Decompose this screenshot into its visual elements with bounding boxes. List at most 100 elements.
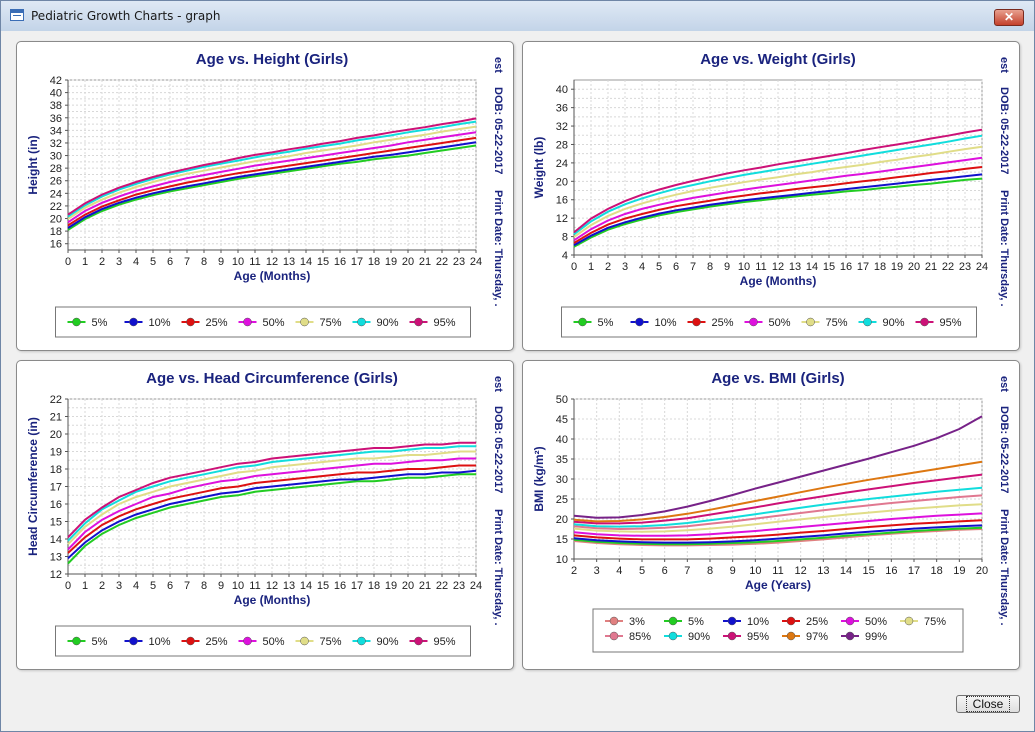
side-label-print-date: Print Date: Thursday, . bbox=[492, 190, 504, 307]
x-tick-label: 2 bbox=[571, 565, 577, 577]
series-group bbox=[573, 415, 983, 547]
x-axis-label: Age (Years) bbox=[745, 578, 811, 592]
x-tick-label: 4 bbox=[133, 580, 139, 592]
series-line-10pct bbox=[67, 469, 477, 560]
x-tick-label: 11 bbox=[755, 261, 766, 273]
y-tick-label: 34 bbox=[50, 125, 62, 137]
y-tick-label: 18 bbox=[50, 226, 62, 238]
legend-label: 90% bbox=[688, 631, 710, 643]
y-tick-label: 14 bbox=[50, 534, 62, 546]
y-tick-label: 28 bbox=[50, 163, 62, 175]
y-tick-label: 22 bbox=[50, 394, 62, 406]
x-tick-label: 1 bbox=[82, 256, 88, 268]
series-line-50pct bbox=[67, 457, 476, 551]
title-bar[interactable]: Pediatric Growth Charts - graph ✕ bbox=[1, 1, 1034, 31]
legend-label: 10% bbox=[149, 636, 171, 648]
y-tick-label: 20 bbox=[556, 514, 568, 526]
legend-swatch-marker bbox=[863, 317, 872, 327]
head-chart-panel: Age vs. Head Circumference (Girls) 0 1 2 3 4 5… bbox=[16, 360, 514, 670]
series-line-10pct bbox=[573, 173, 983, 247]
series-line-90pct bbox=[67, 120, 477, 218]
series-line-50pct bbox=[67, 131, 477, 224]
weight-chart-panel: Age vs. Weight (Girls) 0 1 2 3 4 5 6 7 8 9 10 11 12 13… bbox=[522, 41, 1020, 351]
legend-swatch-marker bbox=[243, 317, 252, 327]
series-line-10pct bbox=[67, 141, 477, 229]
x-tick-label: 17 bbox=[908, 565, 920, 577]
y-tick-label: 12 bbox=[556, 213, 568, 225]
y-tick-label: 32 bbox=[50, 138, 62, 150]
chart-title: Age vs. BMI (Girls) bbox=[711, 370, 844, 387]
x-tick-label: 4 bbox=[639, 261, 645, 273]
series-line-50pct bbox=[573, 156, 983, 242]
y-tick-label: 24 bbox=[556, 158, 568, 170]
side-label-dob: DOB: 05-22-2017 bbox=[492, 87, 504, 174]
y-tick-label: 16 bbox=[50, 239, 62, 251]
x-tick-label: 10 bbox=[738, 261, 750, 273]
series-line-75pct bbox=[573, 145, 983, 238]
bmi-chart-panel: Age vs. BMI (Girls) 2 3 4 5 6 7 8 9 10 11 12 13 14 15 1… bbox=[522, 360, 1020, 670]
legend-label: 5% bbox=[598, 317, 614, 329]
y-tick-label: 32 bbox=[556, 121, 568, 133]
x-tick-label: 2 bbox=[605, 261, 611, 273]
x-tick-label: 21 bbox=[925, 261, 937, 273]
y-tick-label: 8 bbox=[562, 232, 568, 244]
y-tick-label: 28 bbox=[556, 139, 568, 151]
window-close-button[interactable]: ✕ bbox=[994, 9, 1024, 26]
x-tick-label: 10 bbox=[232, 256, 244, 268]
y-tick-label: 18 bbox=[50, 464, 62, 476]
x-axis-label: Age (Months) bbox=[234, 269, 311, 283]
chart-title: Age vs. Weight (Girls) bbox=[700, 51, 856, 68]
weight-chart: Age vs. Weight (Girls)0 1 2 3 4 5 6 7 8 9 10 11 12 13… bbox=[532, 51, 1010, 338]
y-tick-label: 36 bbox=[556, 103, 568, 115]
close-button[interactable]: Close bbox=[956, 695, 1020, 713]
x-tick-label: 9 bbox=[730, 565, 736, 577]
legend-label: 75% bbox=[924, 616, 946, 628]
legend-swatch-marker bbox=[300, 636, 309, 646]
legend: 5% 10% 25% 50% 75% 90% 95% bbox=[55, 306, 471, 338]
legend-label: 5% bbox=[92, 636, 108, 648]
y-tick-label: 35 bbox=[556, 454, 568, 466]
y-tick-label: 40 bbox=[556, 434, 568, 446]
x-tick-label: 2 bbox=[99, 580, 105, 592]
legend-label: 10% bbox=[149, 317, 171, 329]
legend-label: 10% bbox=[655, 317, 677, 329]
side-label-top: est bbox=[492, 57, 504, 73]
x-tick-label: 20 bbox=[402, 580, 414, 592]
legend-label: 95% bbox=[434, 317, 456, 329]
x-tick-label: 13 bbox=[283, 256, 295, 268]
x-tick-label: 20 bbox=[402, 256, 414, 268]
y-tick-label: 38 bbox=[50, 100, 62, 112]
x-axis-label: Age (Months) bbox=[234, 593, 311, 607]
close-button-label: Close bbox=[965, 696, 1011, 712]
side-label-print-date: Print Date: Thursday, . bbox=[998, 190, 1010, 307]
x-axis-label: Age (Months) bbox=[740, 274, 817, 288]
x-tick-label: 11 bbox=[249, 256, 260, 268]
x-tick-label: 18 bbox=[368, 580, 380, 592]
legend-label: 3% bbox=[629, 616, 645, 628]
legend-swatch-marker bbox=[904, 616, 914, 626]
x-tick-label: 14 bbox=[806, 261, 818, 273]
x-tick-label: 12 bbox=[266, 256, 278, 268]
x-tick-label: 6 bbox=[673, 261, 679, 273]
y-tick-label: 30 bbox=[556, 474, 568, 486]
x-tick-label: 22 bbox=[942, 261, 954, 273]
x-tick-label: 16 bbox=[334, 256, 346, 268]
legend-label: 5% bbox=[688, 616, 704, 628]
y-tick-label: 12 bbox=[50, 569, 62, 581]
chart-title: Age vs. Head Circumference (Girls) bbox=[146, 370, 398, 387]
chart-title: Age vs. Height (Girls) bbox=[196, 51, 349, 68]
legend-label: 25% bbox=[206, 317, 228, 329]
x-tick-label: 3 bbox=[594, 565, 600, 577]
x-tick-label: 20 bbox=[976, 565, 988, 577]
bmi-chart: Age vs. BMI (Girls)2 3 4 5 6 7 8 9 10 11 12 13 14 15 1… bbox=[532, 370, 1010, 653]
x-tick-label: 23 bbox=[453, 256, 465, 268]
legend-swatch-marker bbox=[129, 317, 138, 327]
y-tick-label: 50 bbox=[556, 394, 568, 406]
x-tick-label: 0 bbox=[65, 256, 71, 268]
legend-label: 95% bbox=[747, 631, 769, 643]
y-tick-label: 22 bbox=[50, 201, 62, 213]
x-tick-label: 17 bbox=[351, 256, 363, 268]
height-chart-panel: Age vs. Height (Girls) 0 1 2 3 4 5 6 7 8 9 10 11 12 13… bbox=[16, 41, 514, 351]
x-tick-label: 11 bbox=[772, 565, 783, 577]
y-tick-label: 36 bbox=[50, 113, 62, 125]
